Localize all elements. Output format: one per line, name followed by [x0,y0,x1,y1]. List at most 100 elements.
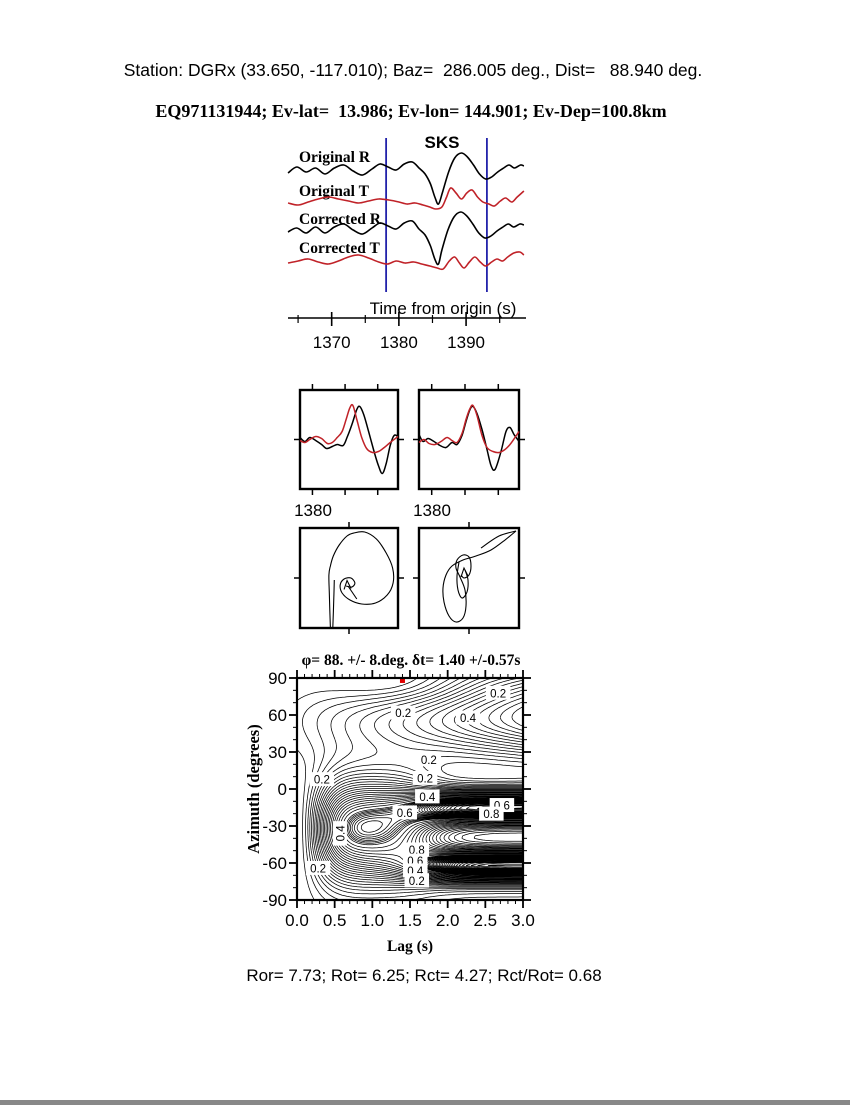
pm-arrowhead [343,579,352,590]
contour-label-text: 0.2 [490,688,506,700]
contour-line [477,862,523,868]
time-axis-label: Time from origin (s) [370,299,517,318]
contour-label: 0.2 [412,770,438,785]
pm-path [480,530,517,549]
trace-label-corrected-t: Corrected T [299,240,380,257]
result-stats: Ror= 7.73; Rot= 6.25; Rct= 4.27; Rct/Rot… [246,966,601,985]
contour-label-text: 0.8 [483,809,499,821]
x-tick-label: 0.0 [285,911,309,930]
x-tick-label: 0.5 [323,911,347,930]
pm-path [328,531,395,629]
contour-label-bg [305,860,331,875]
trace-label-original-t: Original T [299,183,370,200]
contour-label-text: 0.4 [419,792,436,804]
splitting-contour-map: φ= 88. +/- 8.deg. δt= 1.40 +/-0.57s Azim… [244,652,535,955]
contour-label: 0.8 [479,806,504,821]
contour-label-text: 0.2 [409,876,425,888]
pm-box-right [417,526,521,630]
trace-label-original-r: Original R [299,149,371,166]
contour-line [470,862,523,869]
contour-label-bg [415,789,440,804]
station-title: Station: DGRx (33.650, -117.010); Baz= 2… [124,60,703,80]
trace-corrected-r [287,211,525,266]
contour-label-bg [390,705,416,720]
pulse-curves [294,384,525,495]
x-axis-title: Lag (s) [387,938,433,955]
pulse-slow [299,405,399,475]
contour-label: 0.2 [390,705,416,720]
contour-label-text: 0.2 [395,708,411,720]
contour-line [325,693,524,882]
pulse-fast [299,403,399,454]
contour-label-bg [392,805,417,820]
pulse-fast-corrected [418,404,520,454]
contour-label-bg [309,772,335,787]
y-tick-label: 60 [268,706,287,725]
pm-curves [294,522,525,634]
y-tick-label: -30 [262,817,287,836]
y-tick-label: 0 [278,780,287,799]
pulse-slow-corrected [418,405,520,472]
contour-title: φ= 88. +/- 8.deg. δt= 1.40 +/-0.57s [302,652,521,669]
contour-line [309,677,523,899]
contour-label-bg [404,842,430,857]
trace-corrected-t [287,251,525,271]
y-tick-label: -60 [262,854,287,873]
contour-line [302,677,523,901]
contour-axes: 0.0 0.5 1.0 1.5 2.0 2.5 3.0 90 60 30 0 -30 -60 -90 [262,669,534,930]
contour-label: 0.4 [332,821,347,846]
pulse-right-ticklabel: 1380 [413,501,451,520]
trace-label-corrected-r: Corrected R [299,211,382,228]
trace-original-t [287,187,525,210]
contour-content: 0.20.2 0.40.20.2 0.20.40.60.80.60.40.80.60… [296,677,524,901]
y-tick-label: 30 [268,743,287,762]
contour-label-bg [485,685,511,700]
contour-label-text: 0.2 [314,775,330,787]
pulse-panels: 1380 1380 [294,384,525,520]
x-tick-label: 1.0 [361,911,385,930]
seismogram-panel: SKS Original R Original T Corrected R Co… [287,133,526,352]
contour-label-text: 0.6 [397,808,413,820]
x-tick-label: 3.0 [511,911,535,930]
contour-label: 0.2 [404,873,430,888]
x-tick-label: 2.0 [436,911,460,930]
contour-label-bg [332,821,347,846]
contour-line [328,701,524,881]
time-tick-label: 1380 [380,333,418,352]
pm-path [442,530,517,623]
pm-path [347,585,358,600]
contour-label-bg [412,770,438,785]
pm-arrowhead [460,566,469,578]
pm-path [456,561,469,599]
contour-line [487,864,523,867]
contour-label: 0.2 [485,685,511,700]
contour-label-text: 0.2 [421,755,437,767]
trace-original-r [287,152,525,205]
contour-label-bg [416,752,442,767]
x-tick-label: 2.5 [474,911,498,930]
pulse-left-ticklabel: 1380 [294,501,332,520]
pm-path [332,579,335,629]
contour-label: 0.2 [309,772,335,787]
contour-label-text: 0.4 [460,713,477,725]
contour-line [333,793,523,879]
phase-label: SKS [425,133,460,152]
contour-label-text: 0.2 [310,863,326,875]
time-tick-label: 1390 [447,333,485,352]
contour-label: 0.6 [392,805,417,820]
contour-line [312,677,524,891]
y-axis-title: Azimuth (degrees) [244,724,263,853]
contour-label: 0.2 [305,860,331,875]
event-title: EQ971131944; Ev-lat= 13.986; Ev-lon= 144… [155,101,666,121]
contour-label-bg [479,806,504,821]
contour-label-text: 0.2 [417,773,433,785]
contour-label-bg [404,873,430,888]
x-tick-label: 1.5 [398,911,422,930]
contour-label-text: 0.4 [335,825,347,842]
y-tick-label: -90 [262,891,287,910]
contour-line [311,677,524,895]
particle-motion-panels [294,522,525,634]
best-fit-marker [399,677,405,683]
